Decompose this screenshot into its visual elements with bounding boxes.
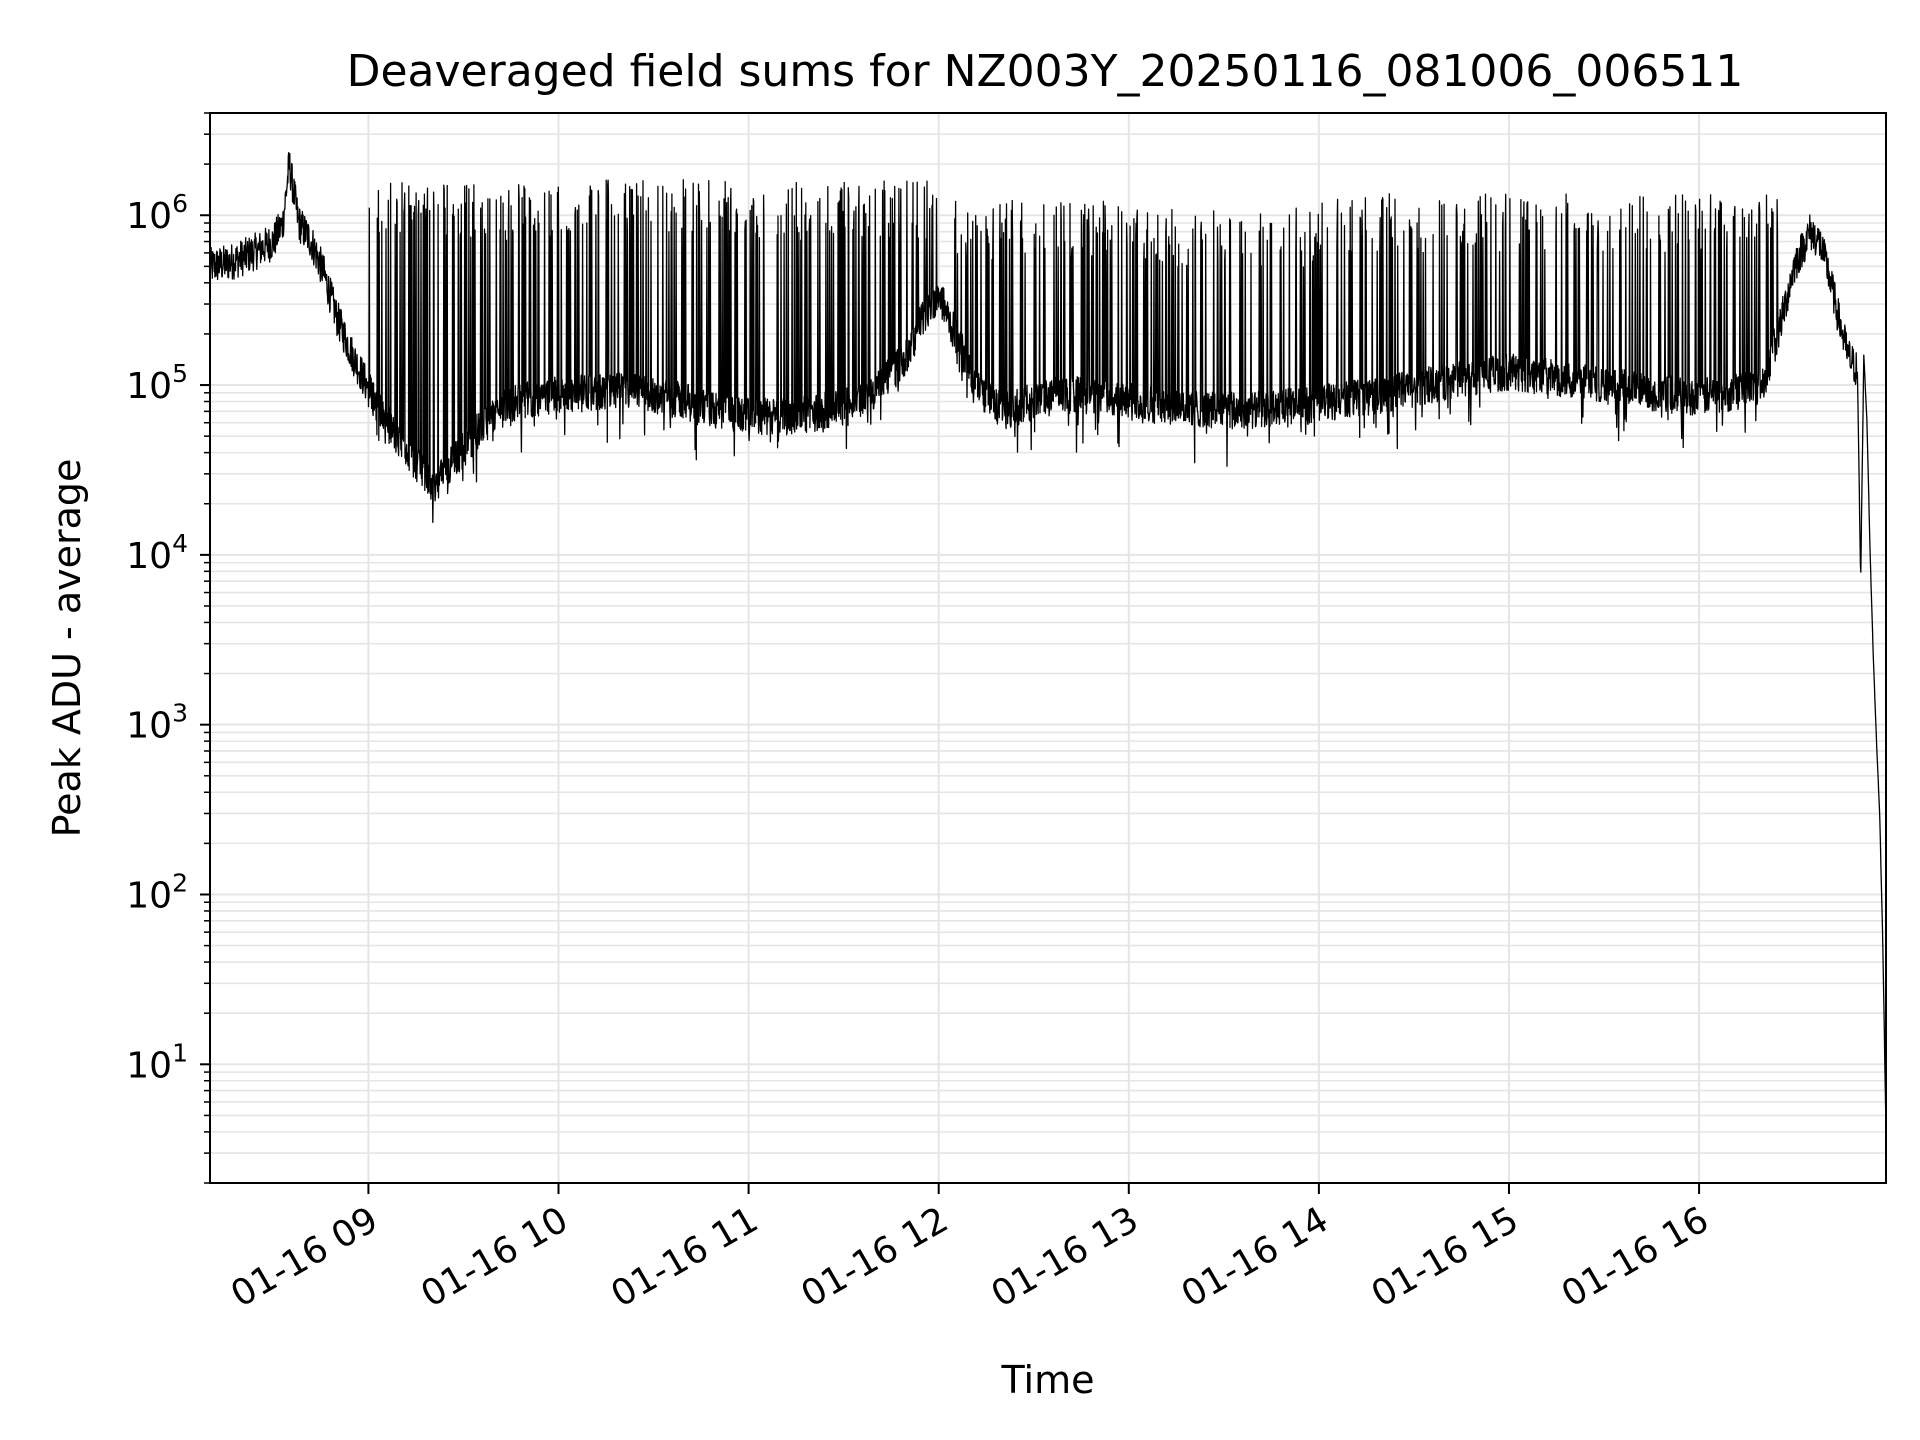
- series-line: [210, 152, 1886, 1125]
- x-axis-label: Time: [1001, 1358, 1095, 1402]
- y-tick-label: 102: [126, 868, 188, 916]
- plot-frame: [209, 112, 1887, 1184]
- y-tick-label: 106: [126, 189, 188, 237]
- y-tick-label: 103: [126, 699, 188, 747]
- y-axis-label: Peak ADU - average: [45, 459, 89, 838]
- series-group: [210, 152, 1886, 1125]
- y-tick-label: 104: [126, 529, 188, 577]
- y-tick-label: 105: [126, 359, 188, 407]
- chart-title: Deaveraged field sums for NZ003Y_2025011…: [347, 46, 1744, 97]
- y-tick-label: 101: [126, 1038, 188, 1086]
